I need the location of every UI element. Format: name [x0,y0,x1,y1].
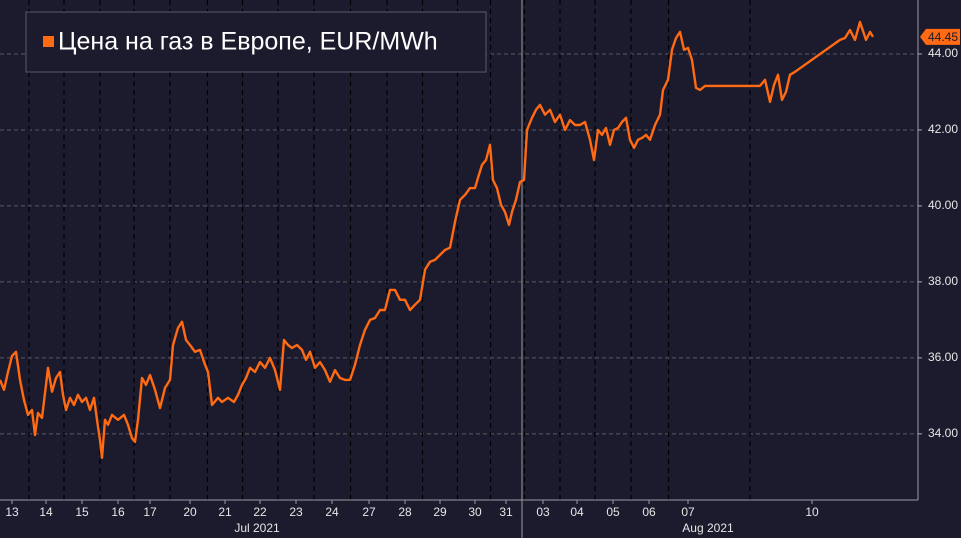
y-tick-label: 44.00 [928,46,958,60]
x-tick-label: 23 [289,505,303,519]
x-tick-label: 20 [183,505,197,519]
y-tick-label: 42.00 [928,122,958,136]
x-tick-label: 14 [39,505,53,519]
x-tick-label: 30 [468,505,482,519]
x-tick-label: 04 [570,505,584,519]
x-tick-label: 03 [536,505,550,519]
x-tick-label: 15 [75,505,89,519]
y-tick-label: 34.00 [928,426,958,440]
x-tick-label: 05 [606,505,620,519]
last-value-label: 44.45 [928,30,958,44]
y-tick-label: 38.00 [928,274,958,288]
x-tick-label: 07 [681,505,695,519]
x-tick-label: 10 [805,505,819,519]
x-tick-label: 28 [398,505,412,519]
month-label: Jul 2021 [234,521,280,535]
x-tick-label: 22 [253,505,267,519]
price-line [0,20,875,459]
x-tick-label: 27 [362,505,376,519]
x-tick-label: 17 [143,505,157,519]
x-tick-label: 24 [325,505,339,519]
legend-box [25,11,487,73]
legend-label: Цена на газ в Европе, EUR/MWh [58,28,438,56]
x-tick-label: 06 [642,505,656,519]
x-tick-label: 29 [433,505,447,519]
month-label: Aug 2021 [682,521,734,535]
last-value-tag [920,28,960,45]
x-tick-label: 31 [499,505,513,519]
y-tick-label: 36.00 [928,350,958,364]
x-tick-label: 13 [5,505,19,519]
y-tick-label: 40.00 [928,198,958,212]
x-tick-label: 16 [111,505,125,519]
x-tick-label: 21 [218,505,232,519]
legend-swatch [43,36,54,47]
